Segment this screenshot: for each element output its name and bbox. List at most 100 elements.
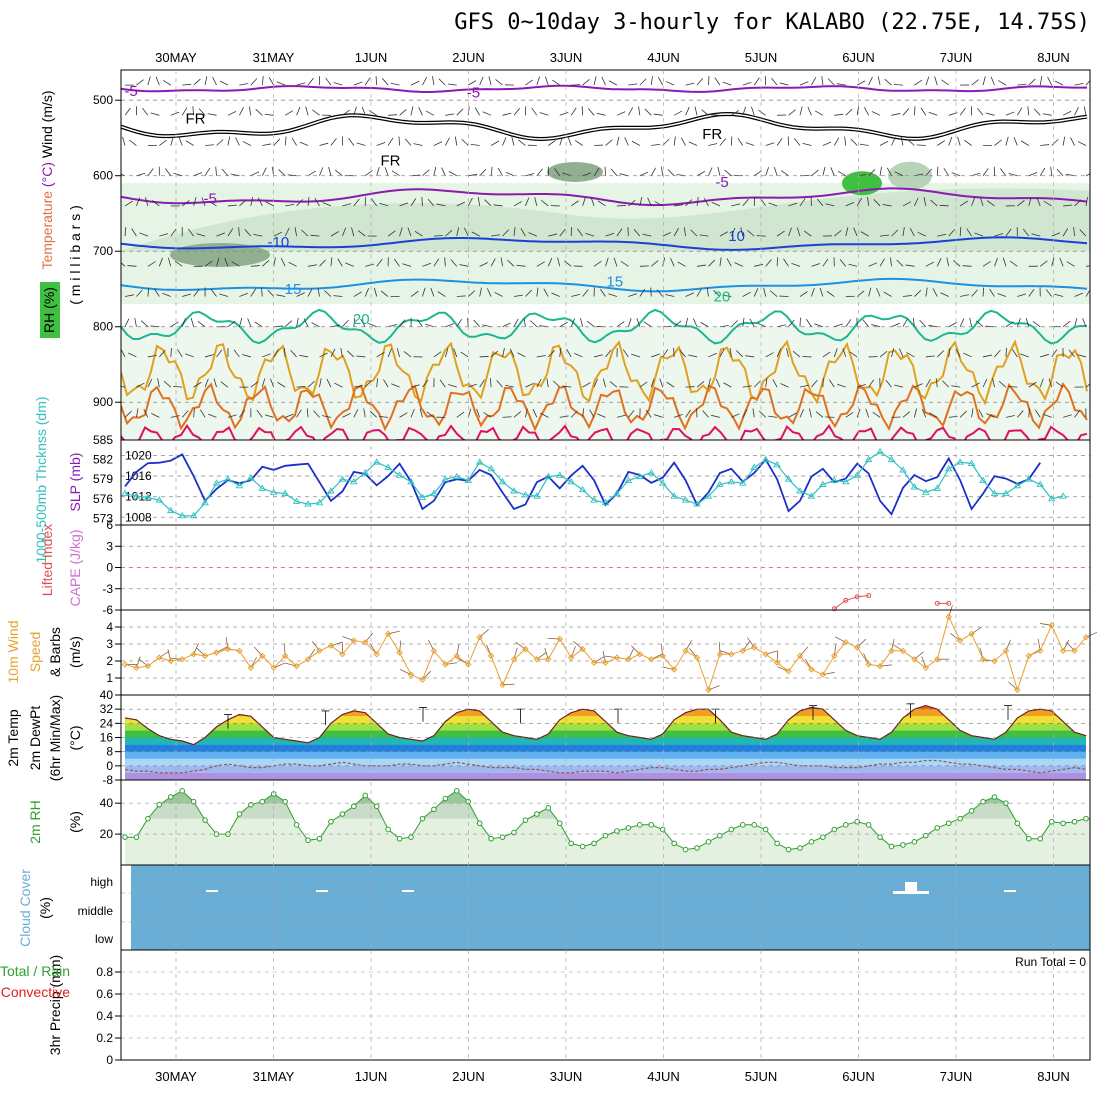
wind-barb xyxy=(850,138,858,146)
wind-barb xyxy=(692,318,698,327)
wind-barb xyxy=(198,108,206,116)
wind-barb xyxy=(426,411,435,418)
wind-barb xyxy=(1062,110,1072,116)
wind-barb xyxy=(353,106,357,116)
wind-barb xyxy=(548,233,558,237)
wind-barb xyxy=(708,143,718,146)
wind-barb xyxy=(433,166,437,176)
wind-barb xyxy=(980,197,984,207)
wind-barb xyxy=(471,231,480,237)
wind-barb xyxy=(330,257,333,267)
wind-barb xyxy=(490,378,492,388)
thickness-ylabel-part: 1000-500mb Thcknss (dm) xyxy=(33,396,49,563)
wind-barb xyxy=(574,353,583,358)
wind-barb xyxy=(204,167,211,176)
rh-point xyxy=(614,828,620,834)
isotherm-minus5-lower xyxy=(121,187,1088,207)
wind-barb xyxy=(337,258,343,267)
wind-barb xyxy=(324,290,332,297)
wind-barb xyxy=(307,288,313,297)
rh-point xyxy=(362,792,369,799)
temp-band xyxy=(125,772,1086,780)
rh-ylabel-unit: (%) xyxy=(67,811,83,833)
wind10-point xyxy=(442,661,449,668)
wind-barb xyxy=(872,411,881,418)
wind-barb xyxy=(896,259,904,267)
wind-barb xyxy=(154,288,160,297)
rh-point xyxy=(293,822,300,828)
wind-barb xyxy=(307,77,314,86)
wind-barb xyxy=(536,261,545,267)
panel-frame-precip xyxy=(120,949,1091,1061)
temp-ylabel-1: 2m Temp xyxy=(5,709,21,767)
wind-barb xyxy=(909,227,915,237)
wind-barb xyxy=(780,383,789,388)
wind-barb xyxy=(803,230,812,237)
wind-barb xyxy=(330,231,339,237)
wind-barb xyxy=(170,347,172,357)
wind10-point xyxy=(819,671,827,678)
wind-barb xyxy=(731,109,740,116)
wind-barb xyxy=(659,378,664,388)
wind-barb xyxy=(639,171,649,177)
wind-barb xyxy=(975,320,984,328)
wind-barb xyxy=(788,109,796,116)
wind10-point xyxy=(751,644,758,651)
wind-barb xyxy=(811,169,819,177)
thickness-point xyxy=(464,476,473,483)
wind-barb xyxy=(213,378,217,388)
wind-barb xyxy=(383,379,389,388)
date-label-bottom: 31MAY xyxy=(253,1069,295,1084)
wind-barb xyxy=(765,352,774,358)
wind-barb xyxy=(208,200,217,207)
date-label-bottom: 7JUN xyxy=(940,1069,973,1084)
wind-barb xyxy=(319,167,324,176)
wind-barb xyxy=(328,166,332,176)
wind-barb xyxy=(620,260,629,267)
wind-barb xyxy=(523,317,526,327)
wind-barb xyxy=(136,197,141,207)
wind-barb xyxy=(239,199,247,207)
rh-point xyxy=(888,843,895,850)
thickness-ytick-label: 576 xyxy=(93,492,113,506)
date-label-top: 6JUN xyxy=(842,50,875,65)
wind10-point xyxy=(133,664,140,672)
isotherm-label: 20 xyxy=(353,311,370,328)
wind-barb xyxy=(883,291,892,297)
upper-ylabel: Temperature (°C) Wind (m/s) xyxy=(39,90,55,269)
wind-barb xyxy=(749,318,755,327)
wind-barb xyxy=(255,108,263,116)
thickness-point xyxy=(235,481,244,489)
wind-barb xyxy=(905,264,915,267)
precip-ytick-label: 0 xyxy=(106,1053,113,1067)
wind-barb xyxy=(836,83,846,86)
thickness-point xyxy=(578,485,587,493)
wind-barb xyxy=(886,167,892,176)
wind-barb xyxy=(410,80,420,86)
wind10-point xyxy=(476,633,483,641)
thickness-point xyxy=(773,460,781,468)
wind-barb xyxy=(819,287,824,297)
isotherm-label: 15 xyxy=(606,273,623,290)
wind-barb xyxy=(162,79,171,86)
wind-barb xyxy=(942,380,950,388)
wind10-point xyxy=(876,662,884,670)
wind-barb xyxy=(326,378,332,388)
isotherm-35 xyxy=(121,423,1088,440)
wind-barb xyxy=(124,410,132,418)
wind-barb xyxy=(928,111,938,116)
wind10-point xyxy=(899,647,907,655)
thickness-point xyxy=(487,464,495,472)
wind-barb xyxy=(322,202,332,207)
run-total-label: Run Total = 0 xyxy=(1015,955,1086,969)
wind-barb xyxy=(559,136,563,146)
cloud-level-label: middle xyxy=(78,904,114,918)
wind-barb xyxy=(651,143,661,146)
wind-barb xyxy=(745,355,755,358)
wind-barb xyxy=(940,292,949,297)
cloud-ylabel-unit-part: (%) xyxy=(37,897,53,919)
wind-barb xyxy=(1031,233,1041,237)
wind-barb xyxy=(1020,140,1030,146)
isotherm-25 xyxy=(121,339,1088,406)
rh-point xyxy=(591,840,597,847)
